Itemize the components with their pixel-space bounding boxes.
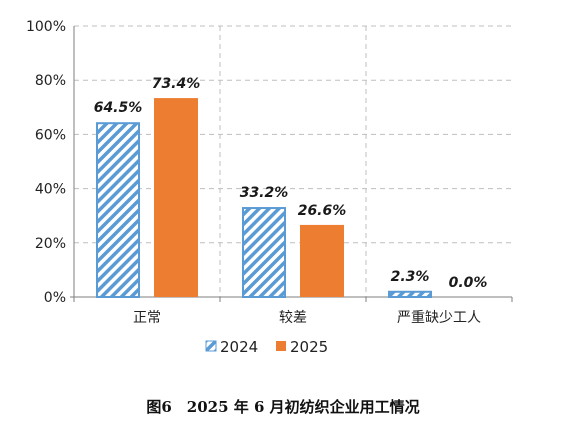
- bar-2024-1: [96, 122, 140, 298]
- legend-label-2025: 2025: [290, 338, 328, 356]
- y-tick-label: 100%: [26, 19, 66, 35]
- data-labels: 64.5% 73.4% 33.2% 26.6% 2.3% 0.0%: [94, 76, 488, 291]
- legend-swatch-2025: [276, 341, 286, 351]
- legend: 2024 2025: [205, 338, 328, 356]
- data-label: 73.4%: [152, 76, 201, 92]
- legend-label-2024: 2024: [220, 338, 258, 356]
- figure-caption: 图6 2025 年 6 月初纺织企业用工情况: [146, 398, 419, 416]
- y-tick-label: 40%: [35, 182, 66, 198]
- gridlines: [74, 25, 512, 297]
- bars: [96, 98, 432, 298]
- bar-2024-3: [388, 290, 432, 298]
- data-label: 26.6%: [298, 203, 347, 219]
- axes: 0% 20% 40% 60% 80% 100% 正常 较差 严重缺少工人: [26, 19, 513, 326]
- bar-2024-2: [242, 207, 286, 298]
- bar-2025-1: [154, 98, 198, 297]
- data-label: 0.0%: [449, 275, 488, 291]
- data-label: 64.5%: [94, 100, 143, 116]
- y-tick-label: 60%: [35, 127, 66, 143]
- x-category-label: 正常: [133, 310, 161, 326]
- y-tick-label: 20%: [35, 236, 66, 252]
- y-tick-label: 80%: [35, 73, 66, 89]
- data-label: 33.2%: [240, 185, 289, 201]
- data-label: 2.3%: [391, 269, 430, 285]
- legend-swatch-2024: [205, 340, 217, 352]
- bar-2025-2: [300, 224, 344, 297]
- x-category-label: 严重缺少工人: [397, 310, 481, 326]
- x-category-label: 较差: [279, 310, 307, 326]
- y-tick-label: 0%: [44, 290, 66, 306]
